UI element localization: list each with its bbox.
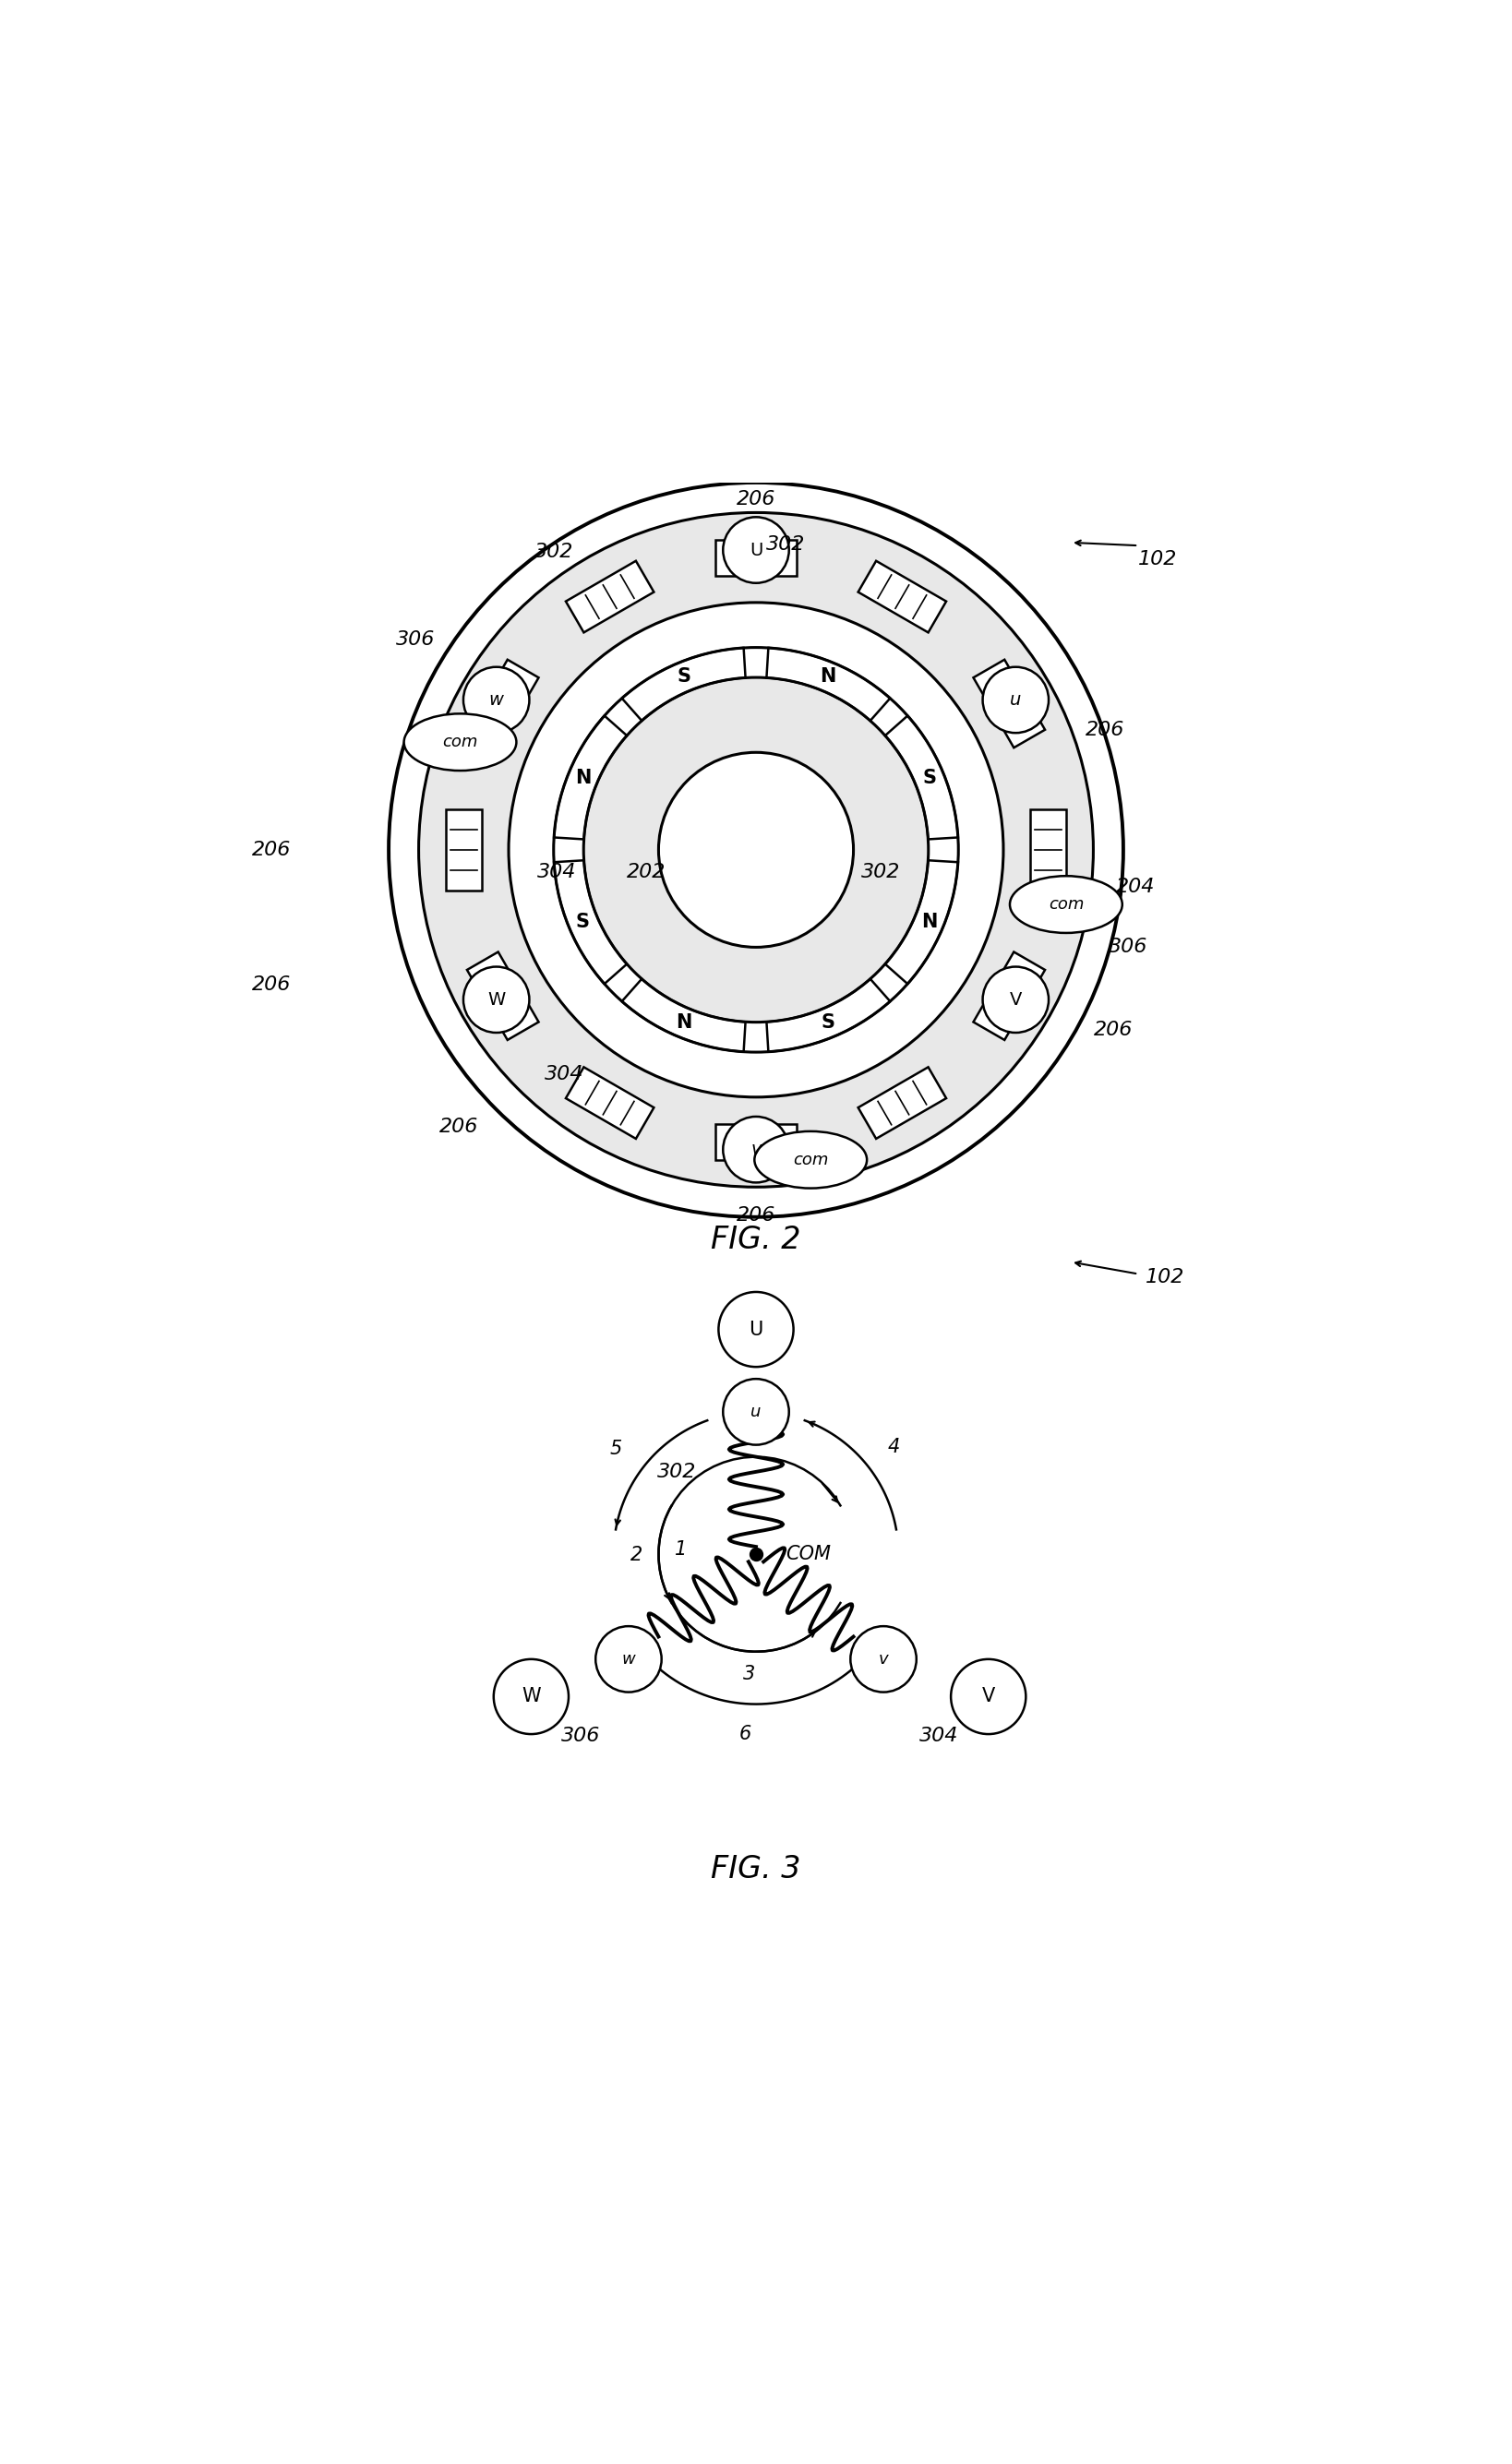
Circle shape (983, 966, 1049, 1032)
Text: 4: 4 (888, 1437, 900, 1456)
Text: 306: 306 (396, 631, 435, 648)
Text: W: W (522, 1688, 541, 1705)
Text: 206: 206 (736, 1205, 776, 1225)
Bar (974, 660, 1045, 747)
Circle shape (951, 1658, 1025, 1735)
Text: 1: 1 (674, 1540, 688, 1557)
Text: com: com (1048, 897, 1084, 912)
Text: V: V (1010, 991, 1022, 1008)
Circle shape (723, 1380, 789, 1444)
Bar (859, 1067, 947, 1138)
Text: S: S (821, 1013, 835, 1032)
Text: U: U (750, 542, 762, 559)
Circle shape (584, 678, 928, 1023)
Bar (715, 540, 797, 577)
Text: 102: 102 (1146, 1269, 1185, 1286)
Text: COM: COM (786, 1545, 832, 1565)
Bar (446, 808, 482, 890)
Text: 102: 102 (1139, 549, 1178, 569)
Text: 304: 304 (537, 862, 576, 882)
Text: FIG. 2: FIG. 2 (711, 1225, 801, 1254)
Text: 302: 302 (534, 542, 573, 562)
Text: FIG. 3: FIG. 3 (711, 1853, 801, 1885)
Ellipse shape (404, 715, 517, 771)
Text: N: N (921, 912, 937, 931)
Text: 3: 3 (742, 1666, 754, 1683)
Text: 6: 6 (739, 1725, 751, 1742)
Circle shape (723, 1116, 789, 1183)
Text: N: N (575, 769, 591, 788)
Circle shape (553, 648, 959, 1052)
Text: v: v (878, 1651, 889, 1668)
Text: 202: 202 (627, 862, 667, 882)
Text: 302: 302 (656, 1464, 696, 1481)
Text: 206: 206 (736, 490, 776, 508)
Text: 206: 206 (1086, 719, 1125, 739)
Circle shape (659, 752, 853, 946)
Text: u: u (1010, 692, 1022, 710)
Circle shape (983, 668, 1049, 732)
Text: 206: 206 (1093, 1020, 1132, 1040)
Text: 5: 5 (609, 1439, 621, 1459)
Text: com: com (443, 734, 478, 752)
Text: W: W (487, 991, 505, 1008)
Text: 306: 306 (561, 1727, 600, 1745)
Ellipse shape (754, 1131, 866, 1188)
Text: S: S (677, 668, 691, 685)
Ellipse shape (1010, 877, 1122, 934)
Text: V: V (981, 1688, 995, 1705)
Text: U: U (748, 1321, 764, 1338)
Text: 204: 204 (1116, 877, 1155, 897)
Text: N: N (820, 668, 836, 685)
Text: v: v (750, 1141, 762, 1158)
Text: 302: 302 (767, 535, 806, 554)
Text: S: S (922, 769, 936, 788)
Text: w: w (488, 692, 503, 710)
Bar (1030, 808, 1066, 890)
Text: 2: 2 (631, 1545, 643, 1565)
Bar (565, 1067, 653, 1138)
Bar (467, 951, 538, 1040)
Bar (859, 562, 947, 633)
Text: com: com (792, 1151, 829, 1168)
Circle shape (596, 1626, 662, 1693)
Circle shape (723, 517, 789, 584)
Circle shape (508, 604, 1004, 1096)
Text: 304: 304 (919, 1727, 959, 1745)
Circle shape (463, 966, 529, 1032)
Circle shape (850, 1626, 916, 1693)
Circle shape (419, 513, 1093, 1188)
Circle shape (463, 668, 529, 732)
Text: u: u (751, 1404, 761, 1419)
Text: S: S (576, 912, 590, 931)
Bar (565, 562, 653, 633)
Circle shape (389, 483, 1123, 1217)
Text: N: N (676, 1013, 692, 1032)
Text: 302: 302 (860, 862, 900, 882)
Bar (467, 660, 538, 747)
Text: 206: 206 (253, 976, 292, 993)
Bar (715, 1124, 797, 1161)
Circle shape (718, 1291, 794, 1368)
Bar (974, 951, 1045, 1040)
Circle shape (493, 1658, 569, 1735)
Text: 304: 304 (544, 1064, 584, 1084)
Text: 306: 306 (1108, 939, 1148, 956)
Text: 206: 206 (440, 1119, 479, 1136)
Text: 206: 206 (253, 840, 292, 860)
Text: w: w (621, 1651, 635, 1668)
